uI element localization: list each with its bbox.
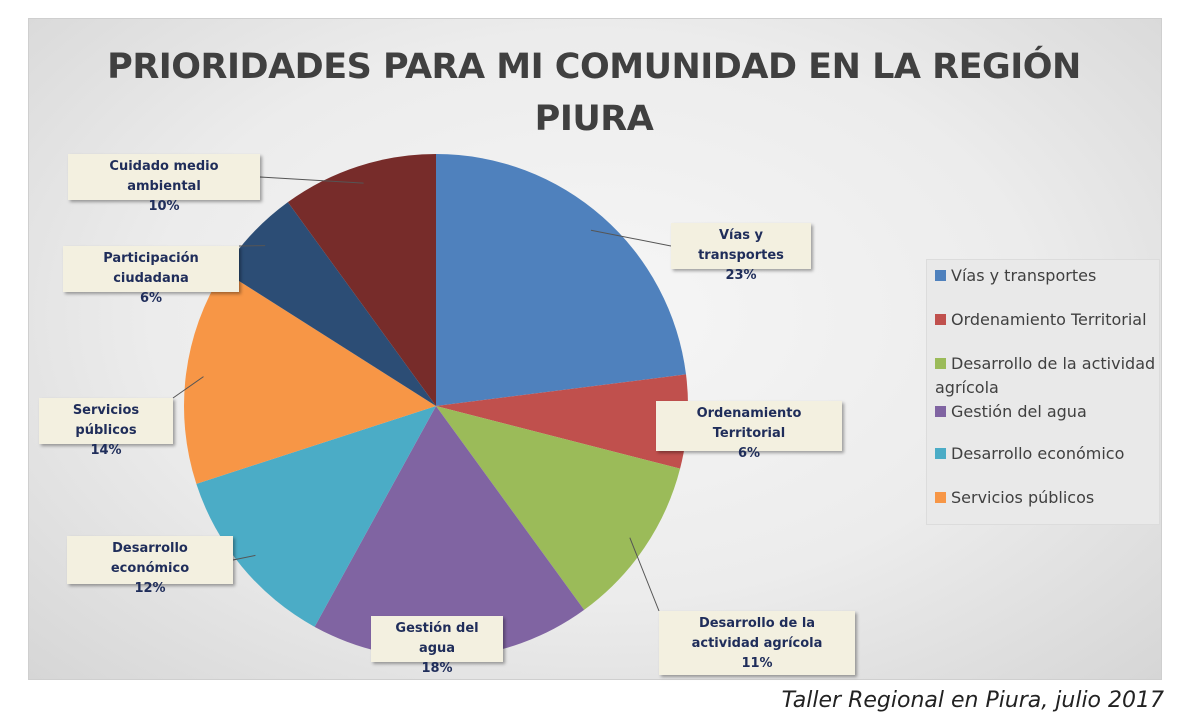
leader-line <box>259 176 364 184</box>
pie-slice <box>436 154 687 406</box>
legend-swatch <box>935 492 946 503</box>
data-label: Desarrollo de la actividad agrícola 11% <box>659 611 855 675</box>
pie-slice <box>287 154 436 406</box>
data-label-category: Cuidado medio ambiental <box>109 159 219 194</box>
data-label-value: 11% <box>741 656 773 671</box>
legend-label: Desarrollo económico <box>951 444 1125 463</box>
legend-entry: Vías y transportes <box>935 264 1096 288</box>
data-label-category: Vías y transportes <box>698 228 784 263</box>
legend-label: Ordenamiento Territorial <box>951 310 1147 329</box>
data-label: Servicios públicos 14% <box>39 398 173 458</box>
data-label-value: 6% <box>737 446 761 461</box>
data-label-value: 14% <box>90 443 122 458</box>
pie-plot <box>172 154 750 658</box>
data-label-value: 10% <box>148 199 180 214</box>
data-label-category: Gestión del agua <box>395 621 479 656</box>
pie-slice <box>314 406 585 658</box>
leader-line <box>172 376 204 399</box>
legend: Vías y transportes Ordenamiento Territori… <box>926 259 1160 525</box>
data-label-category: Desarrollo económico <box>110 541 190 576</box>
leader-line <box>590 229 672 247</box>
legend-swatch <box>935 448 946 459</box>
legend-swatch <box>935 314 946 325</box>
data-label: Gestión del agua 18% <box>371 616 503 676</box>
legend-swatch <box>935 270 946 281</box>
data-label: Ordenamiento Territorial 6% <box>656 401 842 461</box>
legend-swatch <box>935 406 946 417</box>
data-label: Cuidado medio ambiental 10% <box>68 154 260 214</box>
legend-swatch <box>935 358 946 369</box>
legend-entry: Desarrollo de la actividad agrícola <box>935 352 1159 400</box>
data-label: Vías y transportes 23% <box>671 223 811 283</box>
legend-label: Servicios públicos <box>951 488 1095 507</box>
data-label-value: 23% <box>725 268 757 283</box>
legend-entry: Servicios públicos <box>935 486 1094 510</box>
pie-slice <box>223 202 436 406</box>
pie-slice <box>196 406 436 627</box>
legend-label: Gestión del agua <box>951 402 1087 421</box>
legend-entry: Gestión del agua <box>935 400 1087 424</box>
legend-label: Desarrollo de la actividad agrícola <box>935 354 1156 397</box>
chart-title: PRIORIDADES PARA MI COMUNIDAD EN LA REGI… <box>107 47 1081 139</box>
data-label-value: 6% <box>139 291 163 306</box>
pie-slice <box>436 374 688 469</box>
leader-line <box>629 537 660 612</box>
pie-slice <box>436 406 681 610</box>
data-label-category: Ordenamiento Territorial <box>696 406 802 441</box>
data-label-value: 12% <box>134 581 166 596</box>
data-label-category: Servicios públicos <box>72 403 140 438</box>
pie-chart: PRIORIDADES PARA MI COMUNIDAD EN LA REGI… <box>28 18 1162 680</box>
legend-label: Vías y transportes <box>951 266 1097 285</box>
data-label: Desarrollo económico 12% <box>67 536 233 596</box>
data-label-value: 18% <box>421 661 453 676</box>
pie-slice <box>184 270 436 484</box>
data-label-category: Participación ciudadana <box>103 251 199 286</box>
data-label: Participación ciudadana 6% <box>63 246 239 306</box>
legend-entry: Ordenamiento Territorial <box>935 308 1147 332</box>
legend-entry: Desarrollo económico <box>935 442 1124 466</box>
leader-line <box>232 554 256 561</box>
data-label-category: Desarrollo de la actividad agrícola <box>691 616 823 651</box>
caption: Taller Regional en Piura, julio 2017 <box>781 688 1164 713</box>
